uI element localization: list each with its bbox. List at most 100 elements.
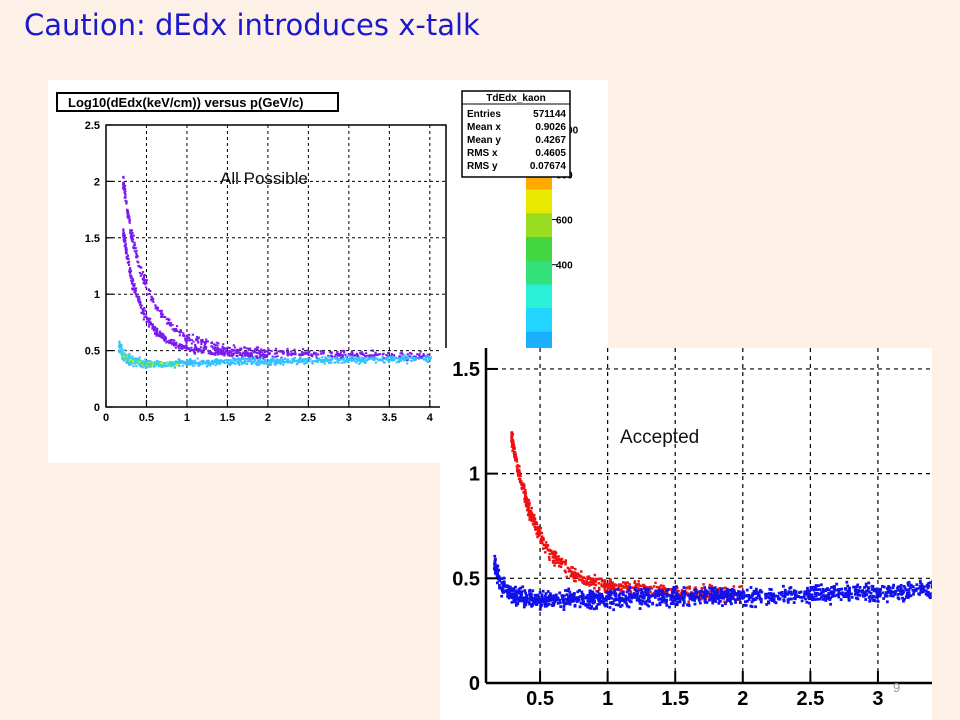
chart2-point-red bbox=[527, 506, 531, 510]
chart2-point-red bbox=[535, 532, 539, 535]
chart2-point-blue bbox=[510, 600, 514, 604]
chart1-point-dense bbox=[159, 363, 163, 366]
chart2-point-blue bbox=[909, 583, 913, 587]
chart2-point-blue bbox=[682, 601, 686, 605]
chart1-point bbox=[131, 287, 134, 290]
page-number: 9 bbox=[893, 680, 901, 695]
chart1-point bbox=[190, 359, 193, 362]
chart2-point-blue bbox=[846, 584, 850, 588]
chart1-point bbox=[258, 349, 261, 352]
chart1-point bbox=[228, 347, 231, 350]
chart2-point-red bbox=[637, 580, 640, 583]
chart2-point-red bbox=[603, 590, 607, 594]
chart2-point-blue bbox=[689, 592, 693, 596]
chart1-point bbox=[191, 361, 194, 364]
chart2-point-blue bbox=[560, 594, 564, 598]
chart2-point-blue bbox=[619, 605, 622, 608]
chart2-point-blue bbox=[708, 597, 712, 601]
chart2-point-blue bbox=[607, 597, 611, 601]
chart1-point bbox=[272, 359, 276, 362]
chart2-point-blue bbox=[548, 592, 552, 596]
chart1-title-box bbox=[56, 92, 339, 112]
chart2-point-blue bbox=[634, 589, 638, 593]
chart2-point-blue bbox=[929, 581, 932, 585]
chart1-point bbox=[338, 353, 342, 356]
chart2-point-blue bbox=[718, 593, 722, 597]
chart2-point-red bbox=[575, 576, 579, 579]
chart1-point bbox=[180, 360, 184, 363]
chart1-point bbox=[243, 357, 247, 360]
chart1-point bbox=[142, 276, 145, 279]
chart1-point bbox=[392, 354, 395, 357]
chart2-point-red bbox=[595, 589, 598, 593]
chart2-point-blue bbox=[871, 596, 874, 600]
chart2-point-blue bbox=[897, 588, 900, 592]
chart2-point-red bbox=[526, 508, 529, 512]
chart2-point-red bbox=[710, 592, 714, 595]
chart2-point-blue bbox=[588, 589, 592, 593]
chart2-point-blue bbox=[501, 591, 505, 594]
chart2-point-blue bbox=[693, 596, 696, 600]
chart2-point-blue bbox=[813, 592, 817, 595]
chart1-point bbox=[217, 361, 220, 364]
chart2-point-red bbox=[548, 552, 552, 556]
chart2-point-blue bbox=[494, 567, 498, 571]
chart1-point bbox=[337, 361, 340, 364]
chart2-point-blue bbox=[618, 596, 622, 600]
chart1-point bbox=[253, 349, 256, 352]
chart1-point bbox=[196, 337, 200, 340]
chart1-point bbox=[254, 348, 257, 351]
chart1-point bbox=[267, 352, 270, 355]
chart2-point-blue bbox=[771, 592, 775, 596]
chart1-point bbox=[118, 340, 121, 343]
chart1-point bbox=[263, 354, 266, 357]
chart2-point-blue bbox=[924, 589, 928, 593]
chart2-point-blue bbox=[931, 591, 932, 595]
chart1-point bbox=[425, 360, 428, 363]
chart2-point-blue bbox=[493, 560, 497, 564]
chart1-point bbox=[293, 359, 296, 362]
chart2-point-blue bbox=[744, 600, 747, 604]
chart1-point bbox=[245, 352, 248, 355]
chart2-point-blue bbox=[566, 598, 570, 601]
chart2-point-blue bbox=[887, 591, 891, 594]
chart2-point-blue bbox=[669, 602, 673, 606]
chart2-point-red bbox=[671, 598, 675, 601]
chart1-point bbox=[262, 362, 265, 365]
chart2-point-red bbox=[554, 553, 557, 557]
chart2-point-blue bbox=[743, 594, 747, 598]
chart1-point bbox=[130, 238, 133, 241]
chart1-point bbox=[123, 191, 126, 194]
chart1-point bbox=[126, 257, 129, 260]
chart2-point-blue bbox=[596, 590, 600, 594]
chart1-point bbox=[243, 351, 246, 354]
chart2-point-blue bbox=[662, 596, 666, 600]
chart2-point-red bbox=[615, 584, 618, 587]
chart1-point bbox=[134, 246, 137, 249]
chart1-point bbox=[322, 352, 325, 355]
chart2-point-blue bbox=[589, 606, 593, 610]
chart2-point-blue bbox=[736, 596, 740, 600]
chart1-point bbox=[328, 355, 331, 358]
chart1-point bbox=[130, 363, 133, 366]
chart1-point-dense bbox=[139, 363, 143, 366]
chart1-point bbox=[169, 341, 172, 344]
chart1-point bbox=[131, 355, 134, 358]
chart2-point-red bbox=[515, 467, 519, 471]
chart2-point-blue bbox=[543, 594, 547, 598]
chart1-point bbox=[222, 359, 225, 362]
chart1-point bbox=[311, 360, 314, 363]
chart2-point-red bbox=[634, 583, 638, 586]
chart1-point bbox=[144, 283, 147, 286]
chart1-y-tick-label: 2 bbox=[94, 176, 100, 188]
chart2-point-red bbox=[609, 583, 613, 587]
chart1-point bbox=[227, 346, 230, 349]
chart2-point-red bbox=[622, 581, 625, 584]
chart1-point bbox=[227, 360, 230, 363]
chart2-point-blue bbox=[855, 585, 859, 588]
chart2-point-blue bbox=[803, 593, 806, 596]
chart1-point bbox=[205, 338, 208, 341]
chart2-point-blue bbox=[625, 604, 629, 608]
chart1-point bbox=[286, 354, 289, 357]
chart2-point-red bbox=[531, 517, 534, 521]
